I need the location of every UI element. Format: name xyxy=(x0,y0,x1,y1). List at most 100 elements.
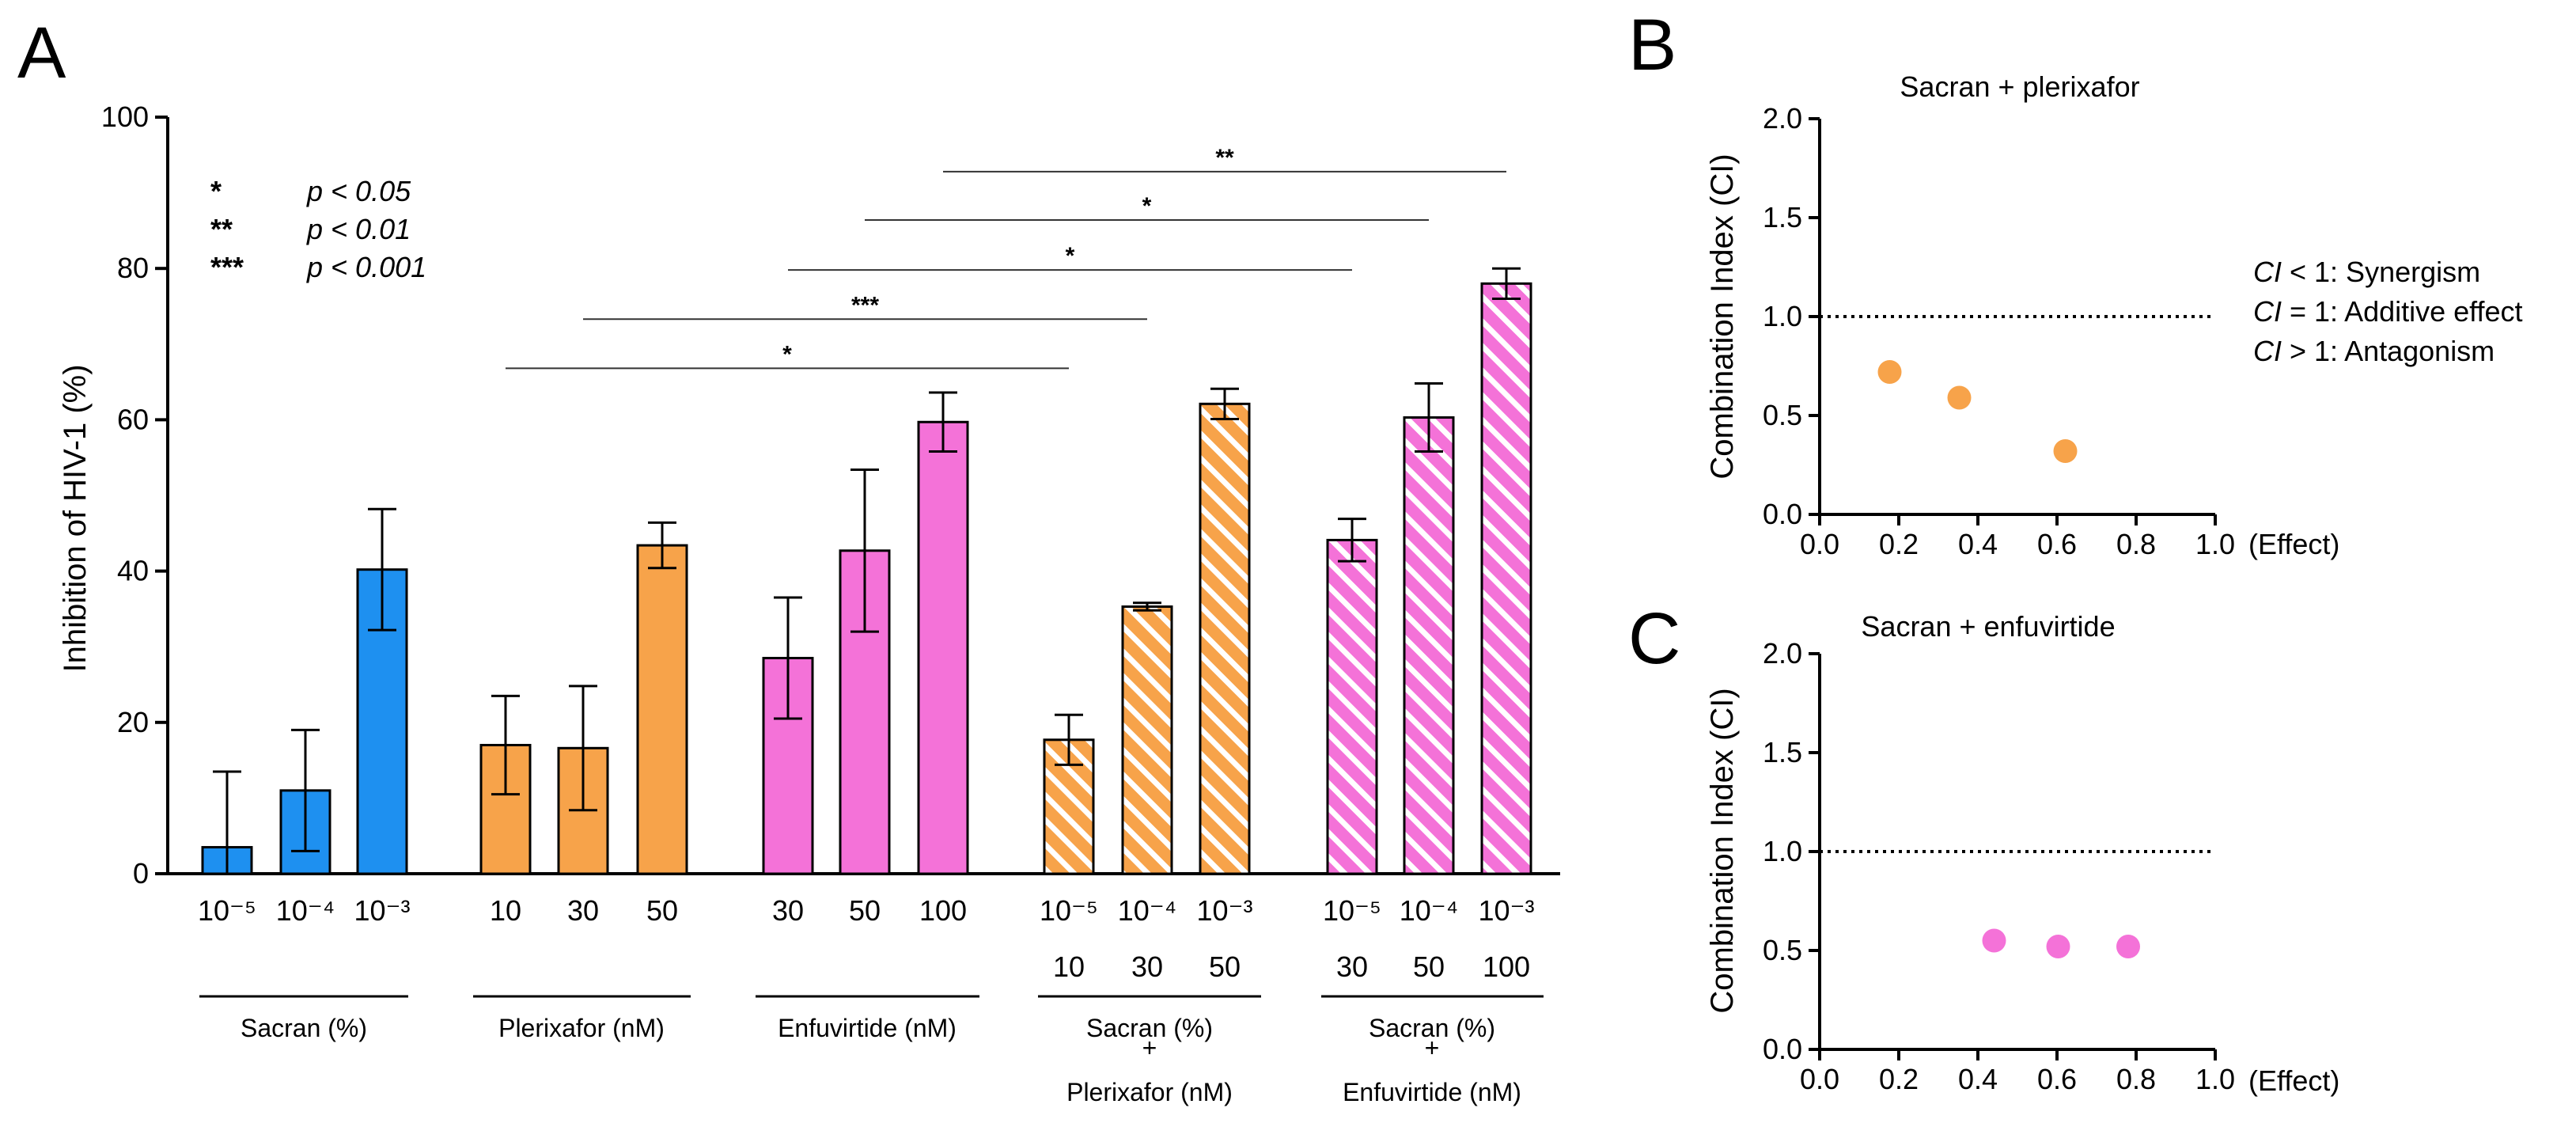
legend-stars-1: * xyxy=(210,175,222,207)
x-tick-label: 10⁻³ xyxy=(1196,894,1252,927)
panel-a-y-axis-label: Inhibition of HIV-1 (%) xyxy=(58,364,93,672)
legend-stars-2: ** xyxy=(210,213,233,245)
panel-b-y-tick-label: 0.5 xyxy=(1763,399,1802,431)
bar xyxy=(636,544,688,875)
panel-c-y-tick-label: 0.5 xyxy=(1763,934,1802,966)
x-tick-label: 10⁻⁴ xyxy=(276,894,335,927)
x-tick-label-secondary: 100 xyxy=(1483,950,1530,983)
panel-b-y-tick-label: 2.0 xyxy=(1763,102,1802,135)
panel-a-y-tick-label: 100 xyxy=(101,101,149,133)
panel-b-x-tick-label: 0.2 xyxy=(1879,528,1919,560)
legend-text-3: p < 0.001 xyxy=(306,251,426,283)
panel-a-y-tick-label: 0 xyxy=(133,857,149,890)
panel-a-y-tick-label: 60 xyxy=(117,403,149,435)
bar xyxy=(1326,538,1378,875)
panel-c-title: Sacran + enfuvirtide xyxy=(1861,610,2115,643)
x-tick-label: 10 xyxy=(490,894,521,927)
ci-legend-text-2: = 1: Additive effect xyxy=(2282,295,2523,328)
group-label-se-line2: Enfuvirtide (nM) xyxy=(1343,1078,1521,1106)
panel-c-data-point xyxy=(1982,928,2006,953)
ci-legend-line-2: CI = 1: Additive effect xyxy=(2253,295,2523,328)
legend-text-1: p < 0.05 xyxy=(306,175,411,207)
ci-legend-text-3: > 1: Antagonism xyxy=(2282,335,2495,367)
legend-stars-3: *** xyxy=(210,251,244,283)
panel-a-significance-brackets: ******** xyxy=(506,145,1506,370)
panel-a-y-ticks: 0 20 40 60 80 100 xyxy=(101,101,168,890)
ci-legend-line-1: CI < 1: Synergism xyxy=(2253,256,2480,288)
panel-b-x-tick-label: 0.6 xyxy=(2037,528,2077,560)
group-labels: Sacran (%) Plerixafor (nM) Enfuvirtide (… xyxy=(199,995,1544,1106)
group-label-enfuvirtide: Enfuvirtide (nM) xyxy=(778,1014,957,1042)
panel-c-scatter: Sacran + enfuvirtide Combination Index (… xyxy=(1705,610,2339,1097)
panel-c-data-point xyxy=(2046,935,2070,958)
panel-b-x-tick-label: 0.4 xyxy=(1958,528,1998,560)
x-tick-label: 10⁻⁵ xyxy=(1040,894,1098,927)
x-tick-label-secondary: 10 xyxy=(1053,950,1085,983)
panel-b-data-point xyxy=(2053,439,2078,463)
panel-c-data-point xyxy=(2116,935,2140,958)
panel-b-y-tick-label: 1.0 xyxy=(1763,300,1802,332)
bar xyxy=(1480,282,1532,875)
bar xyxy=(1199,402,1251,875)
ci-legend-ci-1: CI xyxy=(2253,256,2282,288)
panel-a-y-tick-label: 20 xyxy=(117,706,149,738)
ci-legend: CI < 1: Synergism CI = 1: Additive effec… xyxy=(2253,256,2523,367)
panel-b-y-tick-label: 0.0 xyxy=(1763,498,1802,530)
panel-c-x-tick-label: 1.0 xyxy=(2195,1063,2235,1095)
significance-legend: * p < 0.05 ** p < 0.01 *** p < 0.001 xyxy=(210,175,426,283)
ci-legend-line-3: CI > 1: Antagonism xyxy=(2253,335,2495,367)
panel-c-x-tick-label: 0.0 xyxy=(1800,1063,1839,1095)
panel-letter-c: C xyxy=(1628,598,1680,679)
panel-b-data-point xyxy=(1947,385,1972,410)
panel-c-y-tick-label: 0.0 xyxy=(1763,1033,1802,1065)
significance-stars: * xyxy=(782,341,792,367)
group-label-sp-line1: Sacran (%) xyxy=(1086,1014,1213,1042)
x-tick-label: 10⁻⁵ xyxy=(198,894,256,927)
panel-c-x-tick-label: 0.6 xyxy=(2037,1063,2077,1095)
bar xyxy=(1121,605,1173,875)
panel-c-x-tick-label: 0.8 xyxy=(2116,1063,2156,1095)
panel-b-x-axis-label: (Effect) xyxy=(2248,528,2339,560)
x-tick-label: 100 xyxy=(919,894,967,927)
bar xyxy=(917,420,969,875)
x-tick-label: 10⁻³ xyxy=(1478,894,1534,927)
panel-a-y-tick-label: 40 xyxy=(117,555,149,587)
x-tick-label-secondary: 50 xyxy=(1413,950,1445,983)
panel-a-error-bars xyxy=(213,267,1521,874)
panel-a-y-tick-label: 80 xyxy=(117,252,149,284)
group-label-sacran: Sacran (%) xyxy=(241,1014,367,1042)
x-tick-label: 30 xyxy=(567,894,599,927)
panel-letter-a: A xyxy=(17,13,66,93)
panel-c-x-tick-label: 0.2 xyxy=(1879,1063,1919,1095)
group-label-plerixafor: Plerixafor (nM) xyxy=(498,1014,665,1042)
panel-a-x-tick-labels: 10⁻⁵ 10⁻⁴ 10⁻³ 10 30 50 30 50 100 10⁻⁵ 10 10⁻⁴ 30 10⁻… xyxy=(198,894,1535,983)
group-label-sp-plus: + xyxy=(1142,1034,1157,1062)
panel-c-y-axis-label: Combination Index (CI) xyxy=(1705,688,1740,1013)
bar xyxy=(1403,416,1455,875)
panel-a-bars xyxy=(201,282,1532,875)
panel-c-points xyxy=(1982,928,2140,958)
significance-stars: * xyxy=(1066,243,1075,269)
panel-c-y-tick-label: 2.0 xyxy=(1763,637,1802,670)
panel-c-x-axis-label: (Effect) xyxy=(2248,1064,2339,1097)
x-tick-label: 50 xyxy=(646,894,678,927)
legend-text-2: p < 0.01 xyxy=(306,213,411,245)
significance-stars: * xyxy=(1142,193,1152,219)
panel-c-ticks: 0.0 0.5 1.0 1.5 2.0 0.0 0.2 0.4 0.6 0.8 1.0 xyxy=(1763,637,2235,1095)
group-label-sp-line2: Plerixafor (nM) xyxy=(1066,1078,1233,1106)
x-tick-label-secondary: 30 xyxy=(1131,950,1163,983)
panel-b-x-tick-label: 0.8 xyxy=(2116,528,2156,560)
panel-b-data-point xyxy=(1877,360,1902,384)
x-tick-label-secondary: 50 xyxy=(1209,950,1241,983)
significance-stars: ** xyxy=(1215,145,1234,171)
panel-b-scatter: Sacran + plerixafor Combination Index (C… xyxy=(1705,70,2339,560)
panel-b-y-tick-label: 1.5 xyxy=(1763,201,1802,233)
panel-b-points xyxy=(1877,360,2078,463)
bar xyxy=(762,657,814,875)
panel-b-y-axis-label: Combination Index (CI) xyxy=(1705,154,1740,479)
x-tick-label: 10⁻⁴ xyxy=(1400,894,1459,927)
group-label-se-line1: Sacran (%) xyxy=(1369,1014,1495,1042)
panel-b-x-tick-label: 1.0 xyxy=(2195,528,2235,560)
